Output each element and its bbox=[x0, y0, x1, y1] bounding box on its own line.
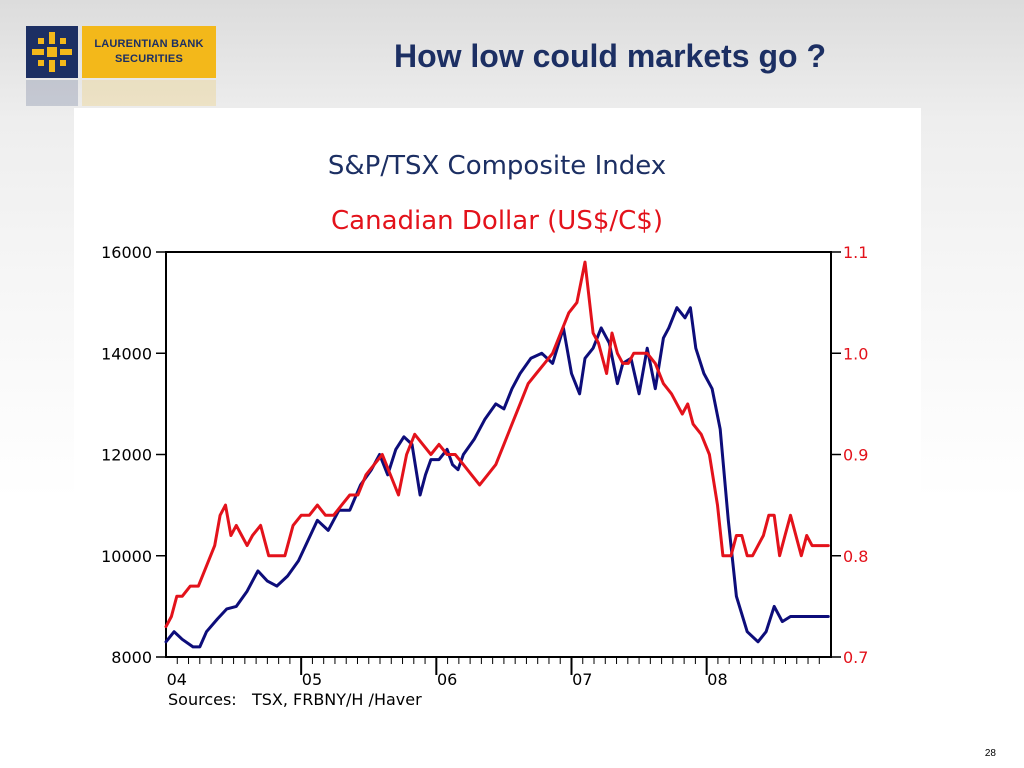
canadian-dollar-line bbox=[164, 260, 830, 629]
tsx-cad-chart: S&P/TSX Composite Index Canadian Dollar (… bbox=[101, 151, 868, 709]
right-axis-tick-label: 0.8 bbox=[843, 547, 868, 566]
left-axis-tick-label: 10000 bbox=[101, 547, 152, 566]
right-axis-tick-label: 1.0 bbox=[843, 344, 868, 363]
logo-line-2: SECURITIES bbox=[114, 53, 183, 65]
x-axis-tick-label: 04 bbox=[167, 670, 187, 689]
tsx-index-line bbox=[164, 306, 830, 649]
x-axis-tick-label: 07 bbox=[572, 670, 592, 689]
logo-text-box: LAURENTIAN BANK SECURITIES bbox=[82, 26, 216, 78]
logo-line-1: LAURENTIAN BANK bbox=[94, 38, 204, 50]
right-axis-tick-label: 0.9 bbox=[843, 446, 868, 465]
left-axis-tick-label: 14000 bbox=[101, 344, 152, 363]
right-axis-tick-label: 0.7 bbox=[843, 648, 868, 667]
x-axis-tick-label: 05 bbox=[302, 670, 322, 689]
page-number: 28 bbox=[984, 748, 996, 759]
chart-title: S&P/TSX Composite Index bbox=[328, 151, 666, 181]
left-axis-tick-label: 12000 bbox=[101, 446, 152, 465]
x-axis-tick-label: 08 bbox=[707, 670, 727, 689]
slide-title: How low could markets go ? bbox=[393, 38, 827, 74]
left-axis-tick-label: 16000 bbox=[101, 243, 152, 262]
left-axis-tick-label: 8000 bbox=[111, 648, 152, 667]
chart-panel: S&P/TSX Composite Index Canadian Dollar (… bbox=[74, 108, 921, 726]
logo-reflection bbox=[26, 80, 216, 106]
x-axis-tick-label: 06 bbox=[437, 670, 457, 689]
chart-subtitle: Canadian Dollar (US$/C$) bbox=[331, 206, 663, 236]
right-axis-tick-label: 1.1 bbox=[843, 243, 868, 262]
chart-footnote: Sources: TSX, FRBNY/H /Haver bbox=[168, 690, 422, 709]
logo-emblem-icon bbox=[26, 26, 78, 78]
bank-logo: LAURENTIAN BANK SECURITIES bbox=[26, 26, 216, 78]
